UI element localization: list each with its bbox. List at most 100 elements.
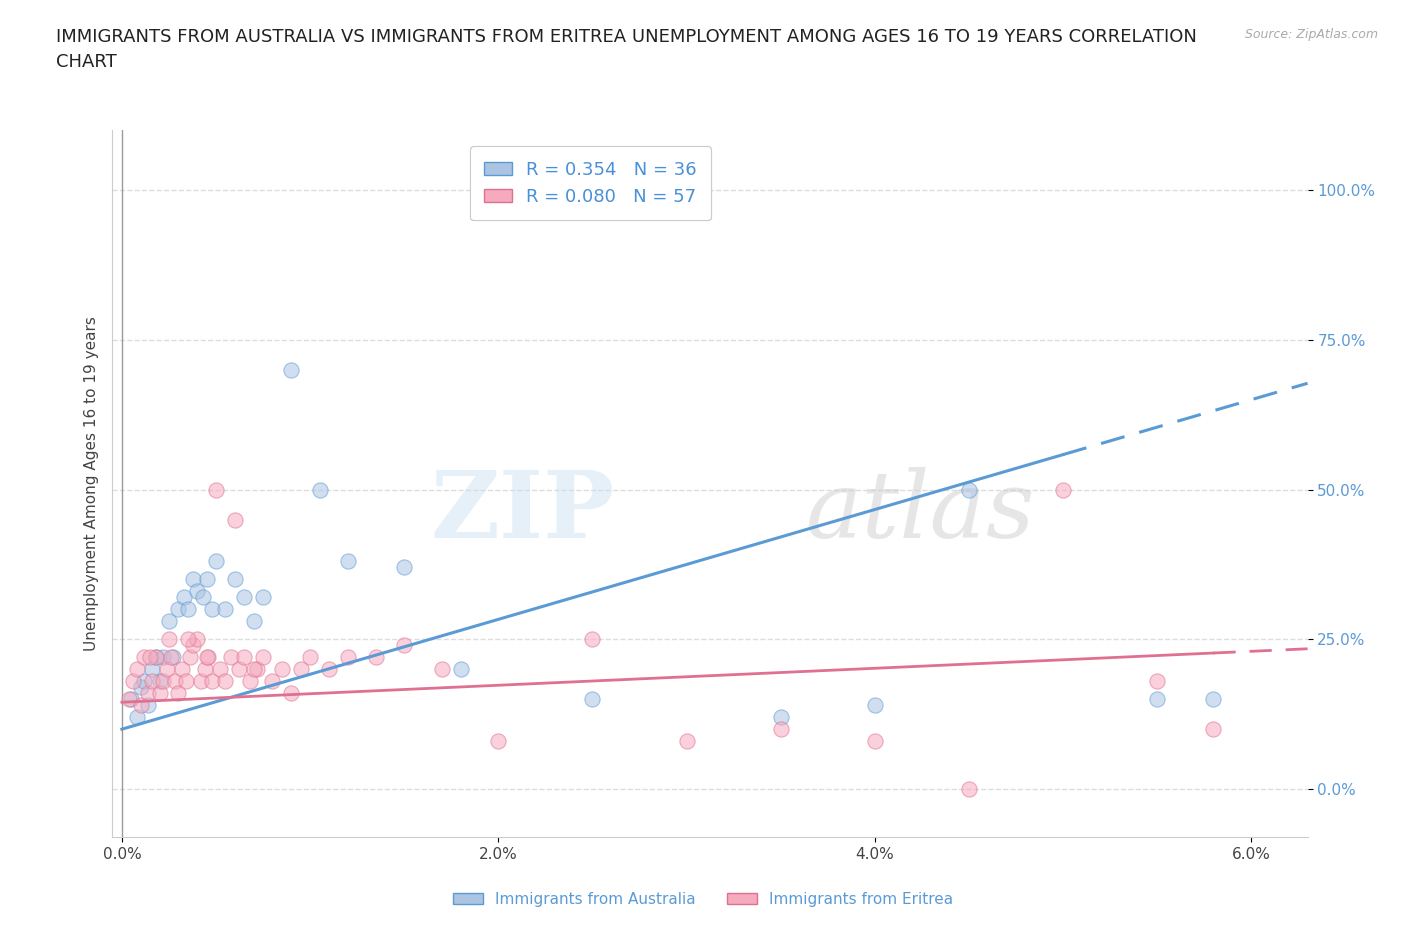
Point [186,584,208,599]
Point [280,363,302,378]
Point [1052,482,1074,497]
Point [863,734,886,749]
Point [172,662,194,677]
Point [1202,692,1225,707]
Point [173,590,195,604]
Point [233,650,256,665]
Point [152,674,174,689]
Point [167,602,190,617]
Point [957,482,980,497]
Point [205,482,228,497]
Text: IMMIGRANTS FROM AUSTRALIA VS IMMIGRANTS FROM ERITREA UNEMPLOYMENT AMONG AGES 16 : IMMIGRANTS FROM AUSTRALIA VS IMMIGRANTS … [56,28,1197,71]
Y-axis label: Unemployment Among Ages 16 to 19 years: Unemployment Among Ages 16 to 19 years [83,316,98,651]
Point [581,631,603,646]
Point [863,698,886,712]
Point [581,692,603,707]
Point [157,631,180,646]
Point [134,650,156,665]
Point [152,650,174,665]
Point [252,590,274,604]
Point [486,734,509,749]
Point [177,631,200,646]
Point [270,662,292,677]
Point [239,674,262,689]
Point [120,692,142,707]
Point [195,572,218,587]
Point [157,614,180,629]
Point [118,692,141,707]
Point [194,662,217,677]
Point [336,554,359,569]
Point [364,650,387,665]
Point [228,662,250,677]
Point [246,662,269,677]
Point [191,590,214,604]
Point [262,674,284,689]
Point [148,685,170,700]
Point [148,674,170,689]
Point [156,662,179,677]
Point [208,662,231,677]
Point [430,662,453,677]
Point [201,674,224,689]
Point [336,650,359,665]
Point [177,602,200,617]
Point [318,662,340,677]
Point [136,698,159,712]
Point [141,662,163,677]
Point [1146,692,1168,707]
Point [195,650,218,665]
Point [224,512,246,527]
Point [122,674,145,689]
Legend: R = 0.354   N = 36, R = 0.080   N = 57: R = 0.354 N = 36, R = 0.080 N = 57 [470,146,711,220]
Point [125,710,148,724]
Point [183,638,205,653]
Point [174,674,197,689]
Point [957,781,980,796]
Point [179,650,201,665]
Point [308,482,330,497]
Text: atlas: atlas [806,467,1035,557]
Point [129,680,152,695]
Point [141,674,163,689]
Point [233,590,256,604]
Point [769,710,792,724]
Point [769,722,792,737]
Point [201,602,224,617]
Point [299,650,322,665]
Point [125,662,148,677]
Point [134,674,156,689]
Point [290,662,312,677]
Point [197,650,219,665]
Point [145,650,167,665]
Point [1202,722,1225,737]
Point [214,674,236,689]
Point [136,685,159,700]
Point [242,614,264,629]
Point [392,638,415,653]
Point [675,734,697,749]
Text: Source: ZipAtlas.com: Source: ZipAtlas.com [1244,28,1378,41]
Point [167,685,190,700]
Point [252,650,274,665]
Point [219,650,242,665]
Point [190,674,212,689]
Point [186,631,208,646]
Point [214,602,236,617]
Point [224,572,246,587]
Point [450,662,472,677]
Point [280,685,302,700]
Text: ZIP: ZIP [430,467,614,557]
Point [242,662,264,677]
Point [392,560,415,575]
Point [163,674,186,689]
Point [129,698,152,712]
Point [205,554,228,569]
Point [162,650,184,665]
Point [139,650,162,665]
Point [145,650,167,665]
Point [159,650,181,665]
Legend: Immigrants from Australia, Immigrants from Eritrea: Immigrants from Australia, Immigrants fr… [447,886,959,913]
Point [183,572,205,587]
Point [1146,674,1168,689]
